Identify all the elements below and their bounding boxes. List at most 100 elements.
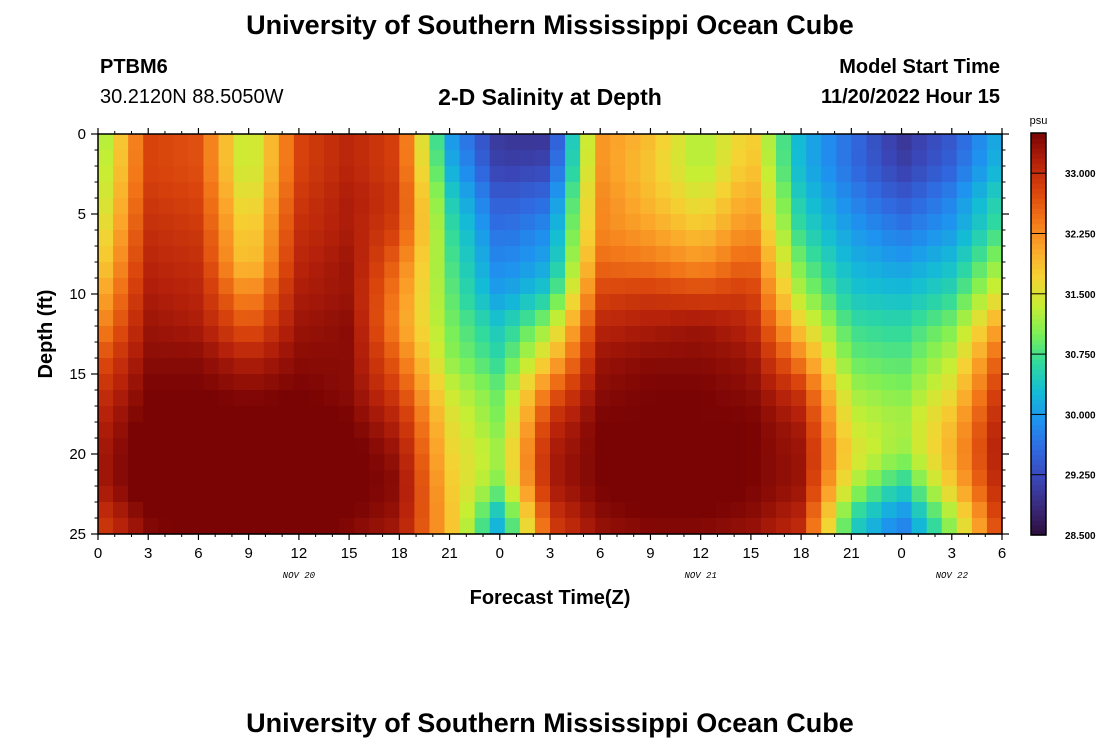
heatmap-cell	[128, 518, 144, 535]
heatmap-cell	[324, 214, 340, 231]
heatmap-cell	[429, 182, 446, 199]
heatmap-cell	[640, 406, 657, 423]
heatmap-cell	[384, 326, 400, 343]
heatmap-cell	[173, 294, 189, 311]
heatmap-cell	[233, 214, 250, 231]
x-tick-label: 21	[441, 545, 458, 562]
heatmap-cell	[339, 486, 355, 503]
heatmap-cell	[821, 438, 837, 455]
heatmap-cell	[565, 134, 581, 151]
heatmap-cell	[580, 230, 596, 247]
heatmap-cell	[911, 310, 928, 327]
heatmap-cell	[459, 470, 476, 487]
heatmap-cell	[143, 518, 159, 535]
heatmap-cell	[414, 406, 431, 423]
heatmap-cell	[158, 278, 174, 295]
heatmap-cell	[625, 470, 641, 487]
heatmap-cell	[188, 518, 205, 535]
heatmap-cell	[655, 486, 672, 503]
heatmap-cell	[324, 294, 340, 311]
heatmap-cell	[399, 214, 415, 231]
heatmap-cell	[971, 150, 988, 167]
colorbar-segment	[1031, 153, 1046, 159]
heatmap-cell	[128, 422, 144, 439]
colorbar-unit-label: psu	[1030, 115, 1048, 127]
heatmap-cell	[776, 134, 792, 151]
heatmap-cell	[399, 294, 415, 311]
heatmap-cell	[354, 294, 370, 311]
heatmap-cell	[956, 358, 973, 375]
heatmap-cell	[971, 518, 988, 535]
heatmap-cell	[308, 246, 325, 263]
heatmap-cell	[293, 454, 310, 471]
colorbar-segment	[1031, 228, 1046, 235]
heatmap-cell	[685, 214, 702, 231]
heatmap-cell	[670, 422, 687, 439]
heatmap-cell	[248, 358, 265, 375]
heatmap-cell	[866, 486, 883, 503]
heatmap-cell	[941, 246, 958, 263]
heatmap-cell	[655, 342, 672, 359]
colorbar-segment	[1031, 359, 1046, 365]
heatmap-cell	[519, 454, 536, 471]
heatmap-cell	[354, 182, 370, 199]
heatmap-cell	[143, 150, 159, 167]
heatmap-cell	[580, 198, 596, 215]
heatmap-cell	[278, 182, 295, 199]
heatmap-cell	[670, 502, 687, 519]
heatmap-cell	[565, 406, 581, 423]
x-tick-label: 3	[948, 545, 956, 562]
heatmap-cell	[821, 262, 837, 279]
heatmap-cell	[489, 518, 506, 535]
heatmap-cell	[956, 470, 973, 487]
heatmap-cell	[369, 262, 385, 279]
heatmap-cell	[399, 390, 415, 407]
heatmap-cell	[776, 358, 792, 375]
heatmap-cell	[550, 246, 566, 263]
heatmap-cell	[113, 198, 129, 215]
heatmap-cell	[218, 326, 235, 343]
heatmap-cell	[263, 406, 280, 423]
heatmap-cell	[248, 486, 265, 503]
heatmap-cell	[926, 262, 943, 279]
heatmap-cell	[625, 278, 641, 295]
heatmap-cell	[98, 182, 114, 199]
heatmap-cell	[203, 358, 220, 375]
heatmap-cell	[881, 262, 898, 279]
heatmap-cell	[128, 390, 144, 407]
heatmap-cell	[414, 326, 431, 343]
heatmap-cell	[956, 438, 973, 455]
station-coordinates: 30.2120N 88.5050W	[100, 86, 284, 108]
heatmap-cell	[580, 374, 596, 391]
heatmap-cell	[339, 246, 355, 263]
heatmap-cell	[444, 406, 461, 423]
x-tick-label: 0	[897, 545, 905, 562]
heatmap-cell	[745, 294, 762, 311]
heatmap-cell	[685, 518, 702, 535]
heatmap-cell	[821, 454, 837, 471]
heatmap-cell	[339, 310, 355, 327]
heatmap-cell	[715, 518, 732, 535]
heatmap-cell	[776, 454, 792, 471]
heatmap-cell	[941, 198, 958, 215]
heatmap-cell	[504, 214, 521, 231]
heatmap-cell	[625, 454, 641, 471]
colorbar-segment	[1031, 379, 1046, 385]
heatmap-cell	[203, 454, 220, 471]
heatmap-cell	[233, 518, 250, 535]
heatmap-cell	[218, 310, 235, 327]
heatmap-cell	[278, 214, 295, 231]
heatmap-cell	[414, 230, 431, 247]
heatmap-cell	[760, 278, 777, 295]
heatmap-cell	[429, 454, 446, 471]
heatmap-cell	[308, 342, 325, 359]
heatmap-cell	[685, 390, 702, 407]
heatmap-cell	[203, 198, 220, 215]
heatmap-cell	[806, 502, 822, 519]
heatmap-cell	[278, 358, 295, 375]
x-tick-label: 12	[291, 545, 308, 562]
heatmap-cell	[655, 134, 672, 151]
heatmap-cell	[836, 326, 852, 343]
heatmap-cell	[339, 230, 355, 247]
heatmap-cell	[776, 246, 792, 263]
